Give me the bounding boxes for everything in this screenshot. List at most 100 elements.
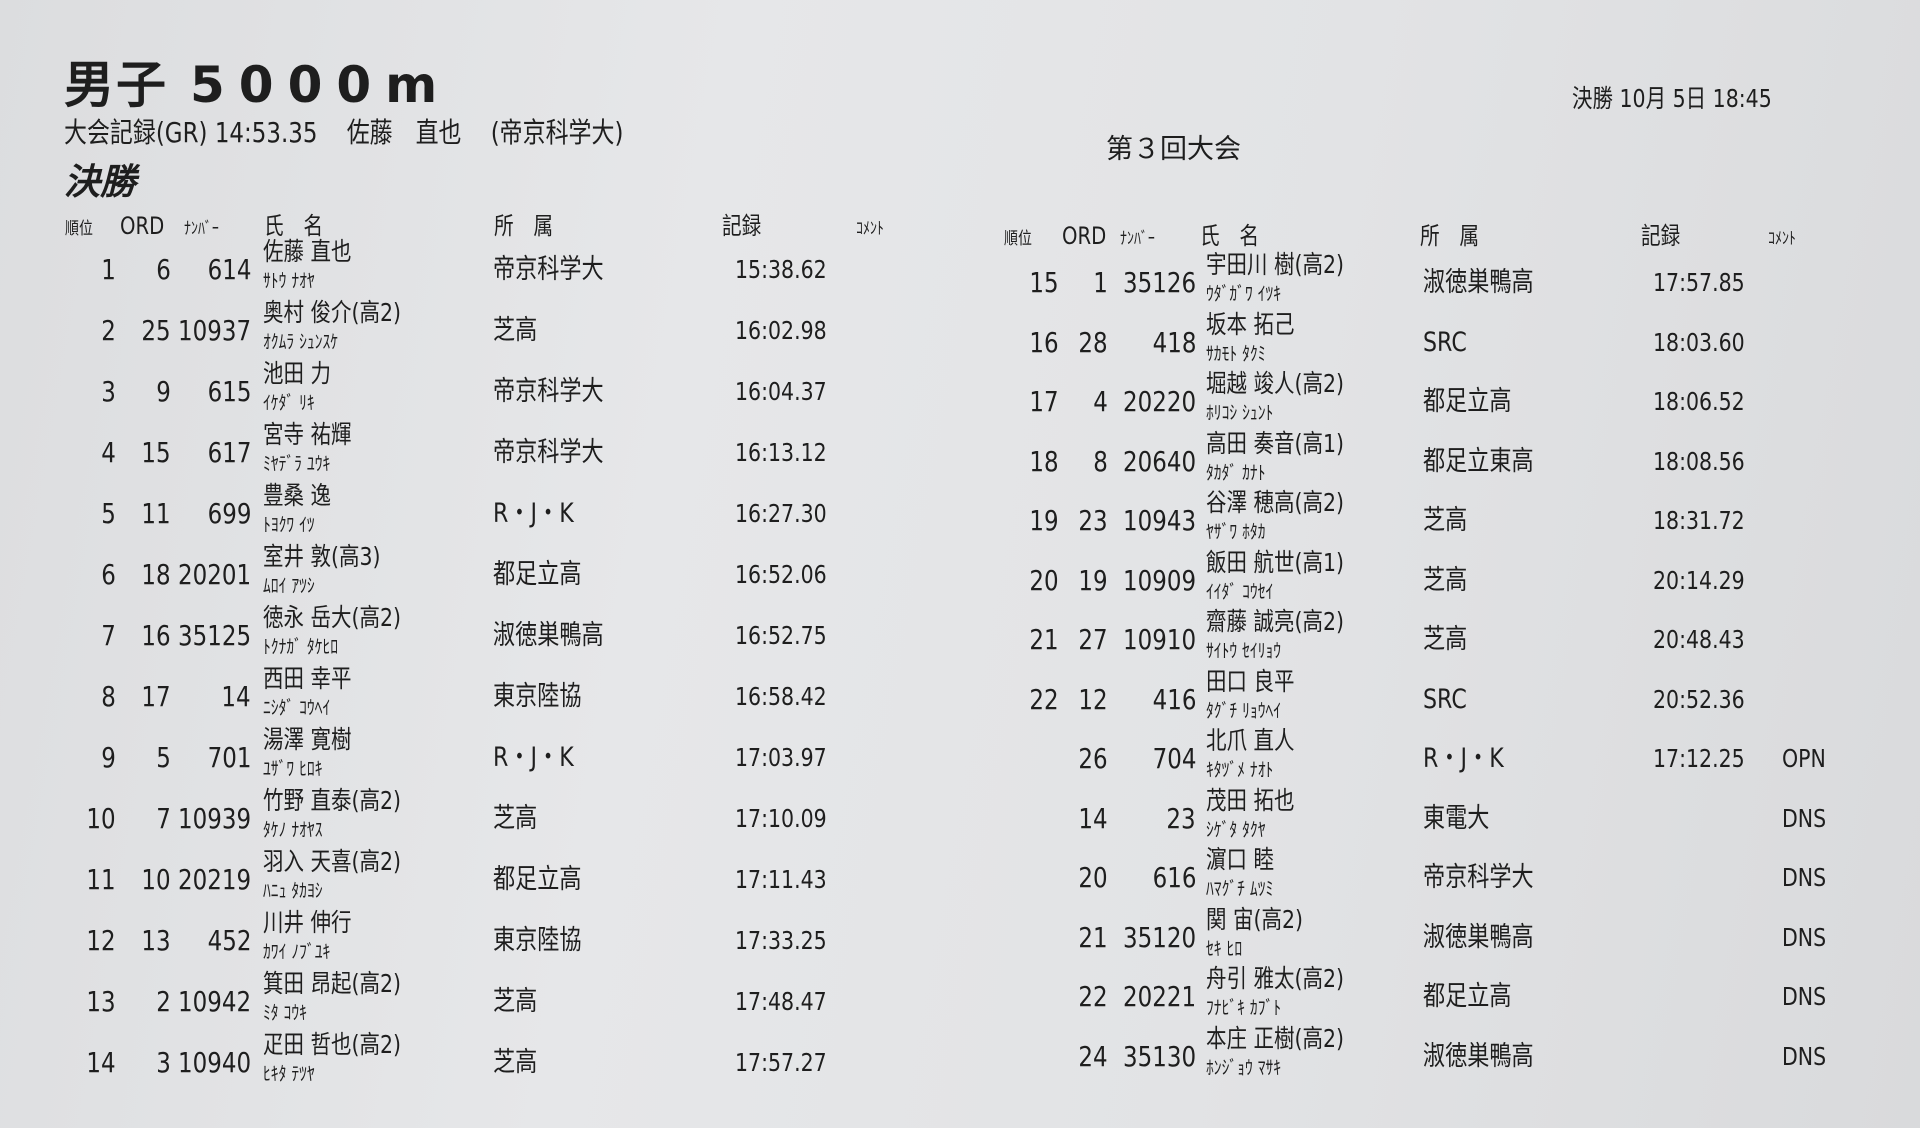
athlete-name-kana: ｲｹﾀﾞ ﾘｷ (263, 392, 315, 414)
athlete-name-kana: ﾌﾅﾋﾞｷ ｶﾌﾞﾄ (1206, 997, 1282, 1019)
rank: 5 (101, 497, 116, 530)
event-gender: 男子 (64, 56, 168, 114)
record-team: (帝京科学大) (490, 116, 624, 149)
athlete-name: 飯田 航世(高1) (1206, 547, 1345, 577)
order: 8 (1093, 444, 1108, 478)
round-title: 決勝 (64, 162, 137, 203)
result-row: 10 7 10939 竹野 直泰(高2) ﾀｹﾉ ﾅｵﾔｽ 芝高 17:10.09 (0, 786, 1920, 849)
affiliation: 芝高 (1423, 505, 1468, 536)
column-header-rank: 順位 (65, 219, 93, 239)
athlete-name: 谷澤 穂高(高2) (1206, 488, 1345, 517)
comment: DNS (1782, 863, 1827, 892)
order: 15 (141, 436, 171, 469)
bib-number: 416 (1152, 682, 1196, 716)
affiliation: 芝高 (1423, 564, 1468, 596)
result-row: 20 616 濵口 睦 ﾊﾏｸﾞﾁ ﾑﾂﾐ 帝京科学大 DNS (0, 845, 1920, 908)
athlete-name-kana: ｷﾀﾂﾞﾒ ﾅｵﾄ (1206, 759, 1274, 781)
comment: DNS (1782, 1041, 1827, 1071)
result-row: 16 28 418 坂本 拓己 ｻｶﾓﾄ ﾀｸﾐ SRC 18:03.60 (0, 310, 1920, 373)
result-time: 18:31.72 (1653, 506, 1745, 535)
result-row: 21 27 10910 齋藤 誠亮(高2) ｻｲﾄｳ ｾｲﾘｮｳ 芝高 20:48.43 (0, 607, 1920, 670)
bib-number: 20640 (1122, 444, 1196, 478)
affiliation: 淑徳巣鴨高 (1423, 921, 1534, 953)
bib-number: 10942 (177, 985, 251, 1018)
athlete-name-kana: ﾀｸﾞﾁ ﾘｮｳﾍｲ (1206, 699, 1282, 722)
affiliation: 帝京科学大 (493, 437, 604, 468)
comment: DNS (1782, 922, 1827, 952)
result-row: 20 19 10909 飯田 航世(高1) ｲｲﾀﾞ ｺｳｾｲ 芝高 20:14.29 (0, 547, 1920, 611)
bib-number: 35126 (1122, 266, 1196, 299)
column-header-team: 所 属 (1420, 222, 1480, 250)
order: 26 (1078, 742, 1108, 775)
bib-number: 616 (1152, 861, 1196, 894)
order: 14 (1078, 801, 1108, 835)
bib-number: 14 (221, 680, 251, 713)
bib-number: 10910 (1122, 623, 1196, 656)
result-time: 20:14.29 (1653, 565, 1745, 595)
result-time: 17:33.25 (735, 926, 827, 955)
result-time: 17:57.85 (1653, 268, 1745, 297)
result-time: 17:57.27 (735, 1048, 827, 1077)
rank: 18 (1029, 444, 1059, 478)
order: 21 (1078, 920, 1108, 954)
bib-number: 614 (207, 253, 251, 286)
result-time: 17:11.43 (735, 865, 827, 894)
result-row: 4 15 617 宮寺 祐輝 ﾐﾔﾃﾞﾗ ﾕｳｷ 帝京科学大 16:13.12 (0, 420, 1920, 483)
order: 19 (1078, 563, 1108, 597)
athlete-name: 佐藤 直也 (263, 237, 352, 266)
bib-number: 617 (207, 436, 251, 469)
order: 20 (1078, 861, 1108, 894)
rank: 20 (1029, 563, 1059, 597)
order: 28 (1078, 325, 1108, 359)
bib-number: 10940 (177, 1046, 251, 1079)
result-row: 22 20221 舟引 雅太(高2) ﾌﾅﾋﾞｷ ｶﾌﾞﾄ 都足立高 DNS (0, 964, 1920, 1027)
event-title: 男子 5000m (64, 58, 451, 112)
affiliation: 都足立東高 (1423, 445, 1534, 477)
affiliation: 淑徳巣鴨高 (1423, 1040, 1534, 1072)
affiliation: 都足立高 (1423, 981, 1512, 1012)
column-header-comment: ｺﾒﾝﾄ (856, 219, 884, 239)
bib-number: 418 (1152, 325, 1196, 359)
result-time: 20:48.43 (1653, 625, 1745, 654)
result-row: 5 11 699 豊桑 逸 ﾄﾖｸﾜ ｲﾂ R・J・K 16:27.30 (0, 481, 1920, 544)
athlete-name: 豊桑 逸 (263, 481, 332, 510)
bib-number: 10943 (1122, 504, 1196, 537)
result-time: 16:27.30 (735, 499, 827, 528)
result-time: 18:06.52 (1653, 387, 1745, 416)
athlete-name-kana: ﾀｹﾉ ﾅｵﾔｽ (263, 819, 323, 841)
athlete-name: 湯澤 寛樹 (263, 725, 352, 754)
athlete-name: 竹野 直泰(高2) (263, 786, 402, 815)
affiliation: 帝京科学大 (1423, 862, 1534, 893)
result-time: 16:02.98 (735, 316, 827, 345)
order: 18 (141, 558, 171, 591)
comment: DNS (1782, 982, 1827, 1011)
column-header-name: 氏 名 (264, 212, 324, 240)
athlete-name-kana: ﾐﾀ ｺｳｷ (263, 1002, 307, 1024)
affiliation: 芝高 (493, 803, 538, 834)
order: 27 (1078, 623, 1108, 656)
bib-number: 23 (1166, 801, 1196, 835)
result-time: 18:03.60 (1653, 327, 1745, 357)
result-time: 16:52.06 (735, 560, 827, 589)
affiliation: R・J・K (493, 498, 574, 529)
athlete-name: 堀越 竣人(高2) (1206, 369, 1345, 398)
athlete-name: 箕田 昂起(高2) (263, 969, 402, 998)
affiliation: 淑徳巣鴨高 (1423, 267, 1534, 298)
order: 25 (141, 314, 171, 347)
rank: 9 (101, 741, 116, 774)
order: 5 (156, 741, 171, 774)
affiliation: 都足立高 (493, 559, 582, 590)
rank: 22 (1029, 682, 1059, 716)
affiliation: 芝高 (493, 986, 538, 1017)
rank: 15 (1029, 266, 1059, 299)
result-time: 16:04.37 (735, 377, 827, 406)
athlete-name: 徳永 岳大(高2) (263, 603, 402, 632)
record-holder: 佐藤 直也 (346, 116, 462, 149)
bib-number: 10909 (1122, 563, 1196, 597)
result-row: 14 23 茂田 拓也 ｼｹﾞﾀ ﾀｸﾔ 東電大 DNS (0, 786, 1920, 849)
order: 9 (156, 375, 171, 408)
order: 1 (1093, 266, 1108, 299)
athlete-name-kana: ﾎﾝｼﾞｮｳ ﾏｻｷ (1206, 1056, 1282, 1079)
column-header-name: 氏 名 (1200, 222, 1260, 250)
affiliation: R・J・K (1423, 743, 1504, 774)
